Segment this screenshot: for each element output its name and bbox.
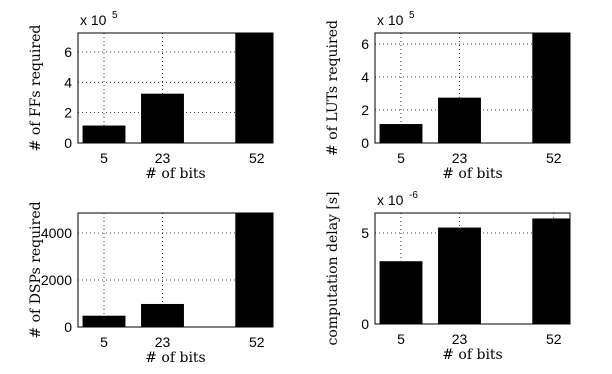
bar [141, 303, 184, 327]
bar [438, 97, 481, 143]
y-tick-label: 4 [361, 69, 369, 85]
y-multiplier: x 10 [377, 192, 404, 208]
y-tick-label: 4000 [41, 225, 72, 241]
axes-box [77, 212, 274, 328]
x-axis-label: # of bits [145, 350, 206, 366]
y-tick-label: 4 [64, 74, 72, 90]
x-tick-label: 52 [249, 334, 265, 350]
y-multiplier-exponent: -6 [409, 190, 418, 201]
x-tick-label: 5 [100, 150, 108, 166]
y-tick-label: 0 [64, 319, 72, 335]
y-multiplier: x 10 [80, 12, 107, 28]
x-tick-label: 23 [452, 150, 468, 166]
y-axis-label: # of DSPs required [28, 201, 44, 338]
x-tick-label: 23 [452, 331, 468, 347]
axes-box [77, 32, 274, 144]
y-axis-label: # of FFs required [28, 25, 44, 152]
y-axis-label: computation delay [s] [325, 191, 341, 345]
y-tick-label: 0 [361, 135, 369, 151]
y-axis-label: # of LUTs required [325, 20, 341, 156]
y-tick-label: 2 [361, 102, 369, 118]
y-tick-label: 6 [361, 36, 369, 52]
y-tick-label: 2 [64, 105, 72, 121]
bar [379, 261, 423, 324]
x-axis-label: # of bits [145, 166, 206, 182]
x-tick-label: 23 [155, 334, 171, 350]
y-multiplier-exponent: 5 [409, 10, 415, 21]
y-tick-label: 0 [64, 135, 72, 151]
x-tick-label: 5 [100, 334, 108, 350]
bar [235, 213, 273, 327]
y-multiplier: x 10 [377, 12, 404, 28]
x-tick-label: 52 [546, 331, 562, 347]
x-tick-label: 5 [397, 331, 405, 347]
bar [82, 125, 126, 143]
axes-box [374, 32, 571, 144]
y-tick-label: 5 [361, 225, 369, 241]
x-tick-label: 5 [397, 150, 405, 166]
x-tick-label: 52 [546, 150, 562, 166]
y-tick-label: 6 [64, 44, 72, 60]
x-axis-label: # of bits [442, 166, 503, 182]
x-tick-label: 52 [249, 150, 265, 166]
y-tick-label: 0 [361, 316, 369, 332]
x-axis-label: # of bits [442, 347, 503, 363]
y-tick-label: 2000 [41, 272, 72, 288]
x-tick-label: 23 [155, 150, 171, 166]
axes-box [374, 212, 571, 325]
bar [235, 33, 273, 143]
bar [532, 33, 570, 143]
bar [379, 124, 423, 143]
bar [532, 218, 570, 324]
bar [82, 315, 126, 327]
y-multiplier-exponent: 5 [112, 10, 118, 21]
bar [438, 227, 481, 324]
bar [141, 93, 184, 143]
